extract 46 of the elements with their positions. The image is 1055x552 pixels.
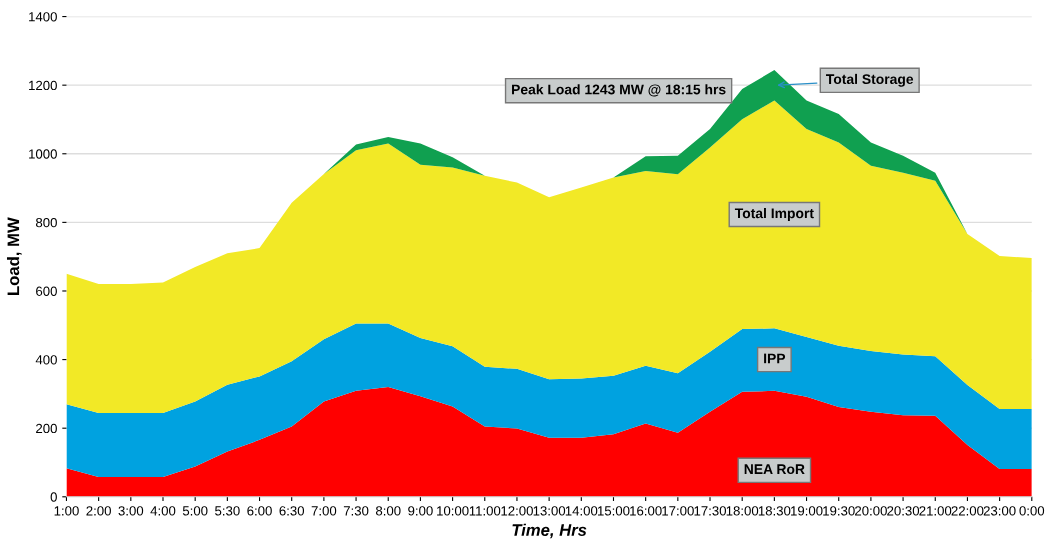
x-tick-label: 9:00 [408, 506, 433, 516]
series-label: IPP [764, 353, 786, 364]
x-tick-label: 16:00 [630, 506, 662, 516]
x-tick-label: 20:30 [887, 506, 920, 516]
x-tick-label: 7:30 [343, 506, 369, 516]
x-tick-label: 17:30 [694, 506, 727, 516]
x-tick-label: 15:00 [597, 506, 630, 516]
x-tick-label: 17:00 [662, 506, 694, 516]
y-tick-label: 1200 [29, 80, 57, 91]
y-tick-label: 800 [36, 217, 57, 228]
x-tick-label: 0:00 [1019, 506, 1045, 516]
series-label: Total Storage [826, 73, 914, 87]
x-tick-label: 18:30 [758, 506, 791, 516]
annotation: Peak Load 1243 MW @ 18:15 hrs [512, 84, 726, 97]
x-tick-label: 8:00 [375, 506, 401, 516]
x-tick-label: 6:00 [247, 506, 272, 516]
y-axis-title: Load, MW [7, 217, 22, 295]
x-tick-label: 20:00 [855, 506, 887, 516]
x-tick-label: 5:00 [182, 506, 208, 516]
x-tick-label: 23:00 [983, 506, 1016, 516]
x-tick-label: 19:00 [791, 506, 823, 516]
y-tick-label: 600 [36, 286, 57, 296]
x-tick-label: 5:30 [215, 506, 240, 516]
x-tick-label: 6:30 [279, 506, 305, 516]
x-tick-label: 19:30 [823, 506, 855, 516]
x-tick-label: 14:00 [565, 506, 598, 516]
y-tick-label: 1400 [29, 12, 57, 22]
x-tick-label: 10:00 [437, 506, 469, 516]
x-tick-label: 11:00 [469, 506, 501, 516]
x-tick-label: 1:00 [54, 506, 79, 516]
y-tick-label: 400 [35, 355, 57, 365]
x-tick-label: 13:00 [533, 506, 566, 516]
x-tick-label: 12:00 [501, 506, 533, 516]
x-tick-label: 3:00 [118, 506, 144, 516]
y-tick-label: 1000 [29, 149, 57, 159]
y-tick-label: 0 [50, 492, 57, 502]
x-tick-label: 21:00 [919, 506, 952, 516]
series-label: Total Import [734, 208, 814, 221]
x-axis-title: Time, Hrs [512, 523, 587, 539]
x-tick-label: 18:00 [726, 506, 759, 516]
x-tick-label: 2:00 [86, 506, 111, 516]
series-label: NEA RoR [744, 464, 805, 475]
y-tick-label: 200 [36, 423, 57, 434]
x-tick-label: 4:00 [150, 506, 176, 516]
x-tick-label: 7:00 [311, 506, 337, 516]
x-tick-label: 22:00 [951, 506, 984, 516]
